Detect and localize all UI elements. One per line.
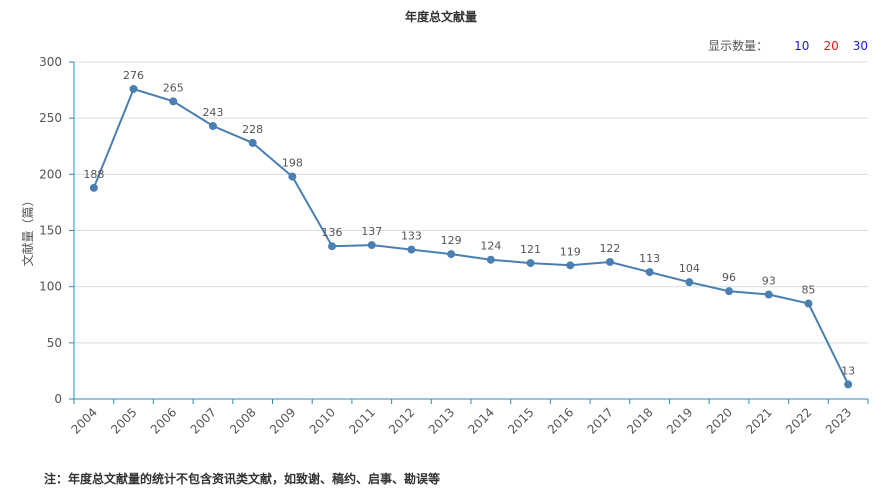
x-tick-label-2014: 2014 <box>465 405 496 436</box>
display-count-control: 显示数量： 10 20 30 <box>708 37 868 54</box>
data-point-2023 <box>844 380 853 389</box>
data-label-2005: 276 <box>123 69 144 82</box>
data-label-2008: 228 <box>242 123 263 136</box>
line-chart: 0 50 100 150 200 250 300 2004 2005 2006 2007 2008 20… <box>20 55 869 437</box>
x-tick-label-2018: 2018 <box>624 405 655 436</box>
x-tick-label-2012: 2012 <box>386 405 417 436</box>
data-label-2013: 129 <box>441 234 462 247</box>
data-point-2011 <box>367 241 376 250</box>
data-point-2017 <box>605 257 614 266</box>
data-point-2004 <box>89 183 98 192</box>
x-tick-label-2013: 2013 <box>426 405 457 436</box>
x-tick-label-2020: 2020 <box>704 405 735 436</box>
data-point-2021 <box>764 290 773 299</box>
data-label-2019: 104 <box>679 262 700 275</box>
x-tick-label-2016: 2016 <box>545 405 576 436</box>
x-tick-label-2007: 2007 <box>188 405 219 436</box>
footnote: 注：年度总文献量的统计不包含资讯类文献，如致谢、稿约、启事、勘误等 <box>44 472 441 486</box>
x-tick-label-2005: 2005 <box>108 405 139 436</box>
data-point-2016 <box>566 261 575 270</box>
y-axis-title: 文献量（篇） <box>20 194 35 266</box>
data-point-2006 <box>169 97 178 106</box>
data-label-2010: 136 <box>322 226 343 239</box>
x-tick-label-2017: 2017 <box>585 405 616 436</box>
x-tick-label-2006: 2006 <box>148 405 179 436</box>
data-point-2022 <box>804 299 813 308</box>
series-line <box>92 87 850 385</box>
x-tick-label-2015: 2015 <box>505 405 536 436</box>
data-label-2011: 137 <box>361 225 382 238</box>
x-tick-label-2011: 2011 <box>346 405 377 436</box>
data-label-2007: 243 <box>202 106 223 119</box>
y-tick-label-100: 100 <box>39 280 62 294</box>
data-label-2023: 13 <box>841 364 855 377</box>
display-count-option-10[interactable]: 10 <box>794 38 810 53</box>
data-point-2019 <box>685 278 694 287</box>
data-label-2012: 133 <box>401 230 422 243</box>
data-point-2015 <box>526 259 535 268</box>
x-tick-label-2009: 2009 <box>267 405 298 436</box>
data-label-2018: 113 <box>639 252 660 265</box>
data-point-2009 <box>288 172 297 181</box>
x-tick-label-2023: 2023 <box>823 405 854 436</box>
y-tick-label-50: 50 <box>47 336 62 350</box>
data-point-2014 <box>486 255 495 264</box>
data-label-2017: 122 <box>599 242 620 255</box>
data-point-2008 <box>248 138 257 147</box>
x-tick-label-2008: 2008 <box>227 405 258 436</box>
data-point-2005 <box>129 84 138 93</box>
data-label-2006: 265 <box>163 81 184 94</box>
data-label-2020: 96 <box>722 271 736 284</box>
data-point-2018 <box>645 268 654 277</box>
x-tick-label-2004: 2004 <box>68 405 99 436</box>
data-point-2020 <box>725 287 734 296</box>
x-tick-label-2022: 2022 <box>783 405 814 436</box>
x-tick-label-2021: 2021 <box>743 405 774 436</box>
y-tick-label-250: 250 <box>39 111 62 125</box>
data-point-2013 <box>447 250 456 259</box>
x-tick-label-2010: 2010 <box>307 405 338 436</box>
y-tick-label-0: 0 <box>54 392 62 406</box>
data-label-2004: 188 <box>83 168 104 181</box>
x-tick-label-2019: 2019 <box>664 405 695 436</box>
data-point-2012 <box>407 245 416 254</box>
data-label-2021: 93 <box>762 275 776 288</box>
data-label-2009: 198 <box>282 157 303 170</box>
data-label-2014: 124 <box>480 240 501 253</box>
chart-title: 年度总文献量 <box>404 10 477 24</box>
data-label-2022: 85 <box>801 284 815 297</box>
display-count-label: 显示数量： <box>708 39 769 53</box>
data-label-2016: 119 <box>560 245 581 258</box>
display-count-option-30[interactable]: 30 <box>852 38 868 53</box>
y-tick-label-150: 150 <box>39 224 62 238</box>
display-count-option-20[interactable]: 20 <box>823 38 839 53</box>
data-label-2015: 121 <box>520 243 541 256</box>
data-point-2010 <box>328 242 337 251</box>
y-tick-label-300: 300 <box>39 55 62 69</box>
data-point-2007 <box>208 122 217 131</box>
y-tick-label-200: 200 <box>39 167 62 181</box>
